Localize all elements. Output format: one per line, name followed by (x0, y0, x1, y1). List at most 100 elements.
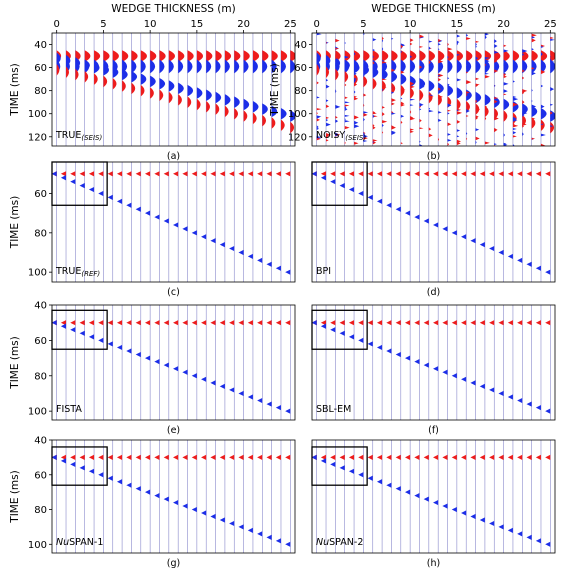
wavelet-lobe (56, 64, 60, 76)
noise-spike (484, 109, 488, 113)
noise-spike (550, 50, 555, 55)
panel-caption: (e) (167, 425, 180, 436)
reflector-bottom-spike (489, 387, 495, 393)
reflector-top-spike (229, 171, 235, 177)
wavelet-lobe (206, 59, 212, 74)
reflector-top-spike (201, 320, 207, 326)
noise-spike (316, 118, 320, 122)
noise-spike (344, 96, 348, 100)
noise-spike (494, 59, 498, 63)
wavelet-lobe (224, 94, 231, 106)
reflector-top-spike (116, 320, 123, 326)
reflector-top-spike (376, 171, 383, 177)
reflector-top-spike (517, 171, 523, 177)
noise-spike (316, 81, 319, 85)
reflector-top-spike (88, 171, 95, 177)
reflector-bottom-spike (182, 226, 188, 232)
noise-spike (344, 141, 346, 145)
noise-spike (447, 64, 452, 69)
wavelet-lobe (512, 101, 519, 113)
plot-area (52, 440, 291, 553)
reflector-top-spike (126, 171, 132, 177)
reflector-bottom-spike (107, 194, 113, 201)
reflector-top-spike (60, 454, 67, 460)
reflector-top-spike (126, 320, 132, 326)
wavelet-lobe (466, 50, 473, 62)
noise-spike (372, 111, 376, 115)
reflector-top-spike (70, 171, 76, 177)
reflector-bottom-spike (312, 320, 317, 326)
reflector-bottom-spike (414, 359, 420, 365)
reflector-bottom-spike (107, 475, 113, 481)
wavelet-lobe (540, 107, 547, 120)
panel-b: 0 5 10 15 20 25 40 60 80 100 120 NOISY(SEIS) (b) TIME… (269, 3, 557, 162)
wavelet-lobe (512, 50, 520, 62)
reflector-bottom-spike (367, 194, 373, 201)
reflector-top-spike (339, 320, 345, 326)
reflector-top-spike (404, 320, 411, 326)
wavelet-lobe (215, 91, 222, 104)
reflector-top-spike (238, 454, 244, 460)
reflector-bottom-spike (386, 348, 392, 354)
noise-spike (475, 77, 480, 81)
wavelet-lobe (280, 59, 286, 74)
reflector-top-spike (433, 454, 439, 460)
reflector-top-spike (414, 320, 420, 326)
noise-spike (438, 38, 442, 43)
noise-spike (400, 114, 405, 118)
reflector-bottom-spike (348, 468, 355, 474)
reflector-top-spike (116, 454, 123, 460)
reflector-top-spike (107, 320, 113, 326)
noise-spike (494, 116, 499, 121)
noise-spike (372, 61, 375, 65)
y-tick-label: 100 (28, 268, 47, 279)
reflector-top-spike (461, 171, 467, 177)
wavelet-lobe (326, 54, 331, 67)
noise-spike (438, 111, 442, 114)
reflector-bottom-spike (358, 190, 364, 197)
noise-spike (400, 103, 405, 107)
panel-label: TRUE(REF) (55, 266, 100, 278)
reflector-bottom-spike (320, 175, 327, 181)
y-axis-title: TIME (ms) (9, 336, 21, 389)
y-tick-label: 40 (294, 40, 307, 51)
wavelet-lobe (75, 57, 81, 69)
noise-spike (391, 91, 395, 94)
wavelet-lobe (243, 59, 249, 74)
wavelet-lobe (159, 77, 166, 90)
wavelet-lobe (159, 59, 165, 74)
reflector-bottom-spike (60, 458, 67, 464)
noise-spike (344, 104, 350, 107)
y-tick-label: 60 (34, 470, 47, 481)
wavelet-lobe (271, 59, 277, 74)
reflector-bottom-spike (526, 534, 532, 540)
reflector-top-spike (238, 320, 244, 326)
wavelet-lobe (168, 59, 174, 74)
wavelet-lobe (280, 119, 285, 132)
reflector-bottom-spike (275, 405, 281, 411)
panel-caption: (a) (167, 151, 180, 162)
reflector-bottom-spike (257, 257, 263, 263)
reflector-top-spike (348, 320, 355, 326)
wavelet-lobe (391, 82, 396, 95)
reflector-top-spike (367, 454, 373, 460)
noise-spike (512, 122, 515, 126)
panel-label-main: TRUE (55, 266, 81, 277)
wavelet-lobe (475, 91, 482, 104)
reflector-bottom-spike (442, 369, 448, 375)
reflector-bottom-spike (60, 323, 67, 329)
noise-spike (447, 112, 450, 115)
noise-spike (475, 128, 480, 132)
reflector-bottom-spike (498, 390, 504, 397)
noise-spike (428, 127, 430, 131)
reflector-top-spike (210, 171, 216, 177)
wavelet-lobe (419, 89, 424, 102)
panel-label-main: SBL-EM (316, 404, 351, 415)
noise-spike (540, 124, 543, 128)
noise-spike (522, 89, 528, 93)
reflector-bottom-spike (395, 486, 401, 492)
wavelet-lobe (187, 59, 193, 74)
wavelet-lobe (503, 110, 508, 122)
reflector-top-spike (154, 454, 160, 460)
reflector-bottom-spike (526, 261, 532, 267)
